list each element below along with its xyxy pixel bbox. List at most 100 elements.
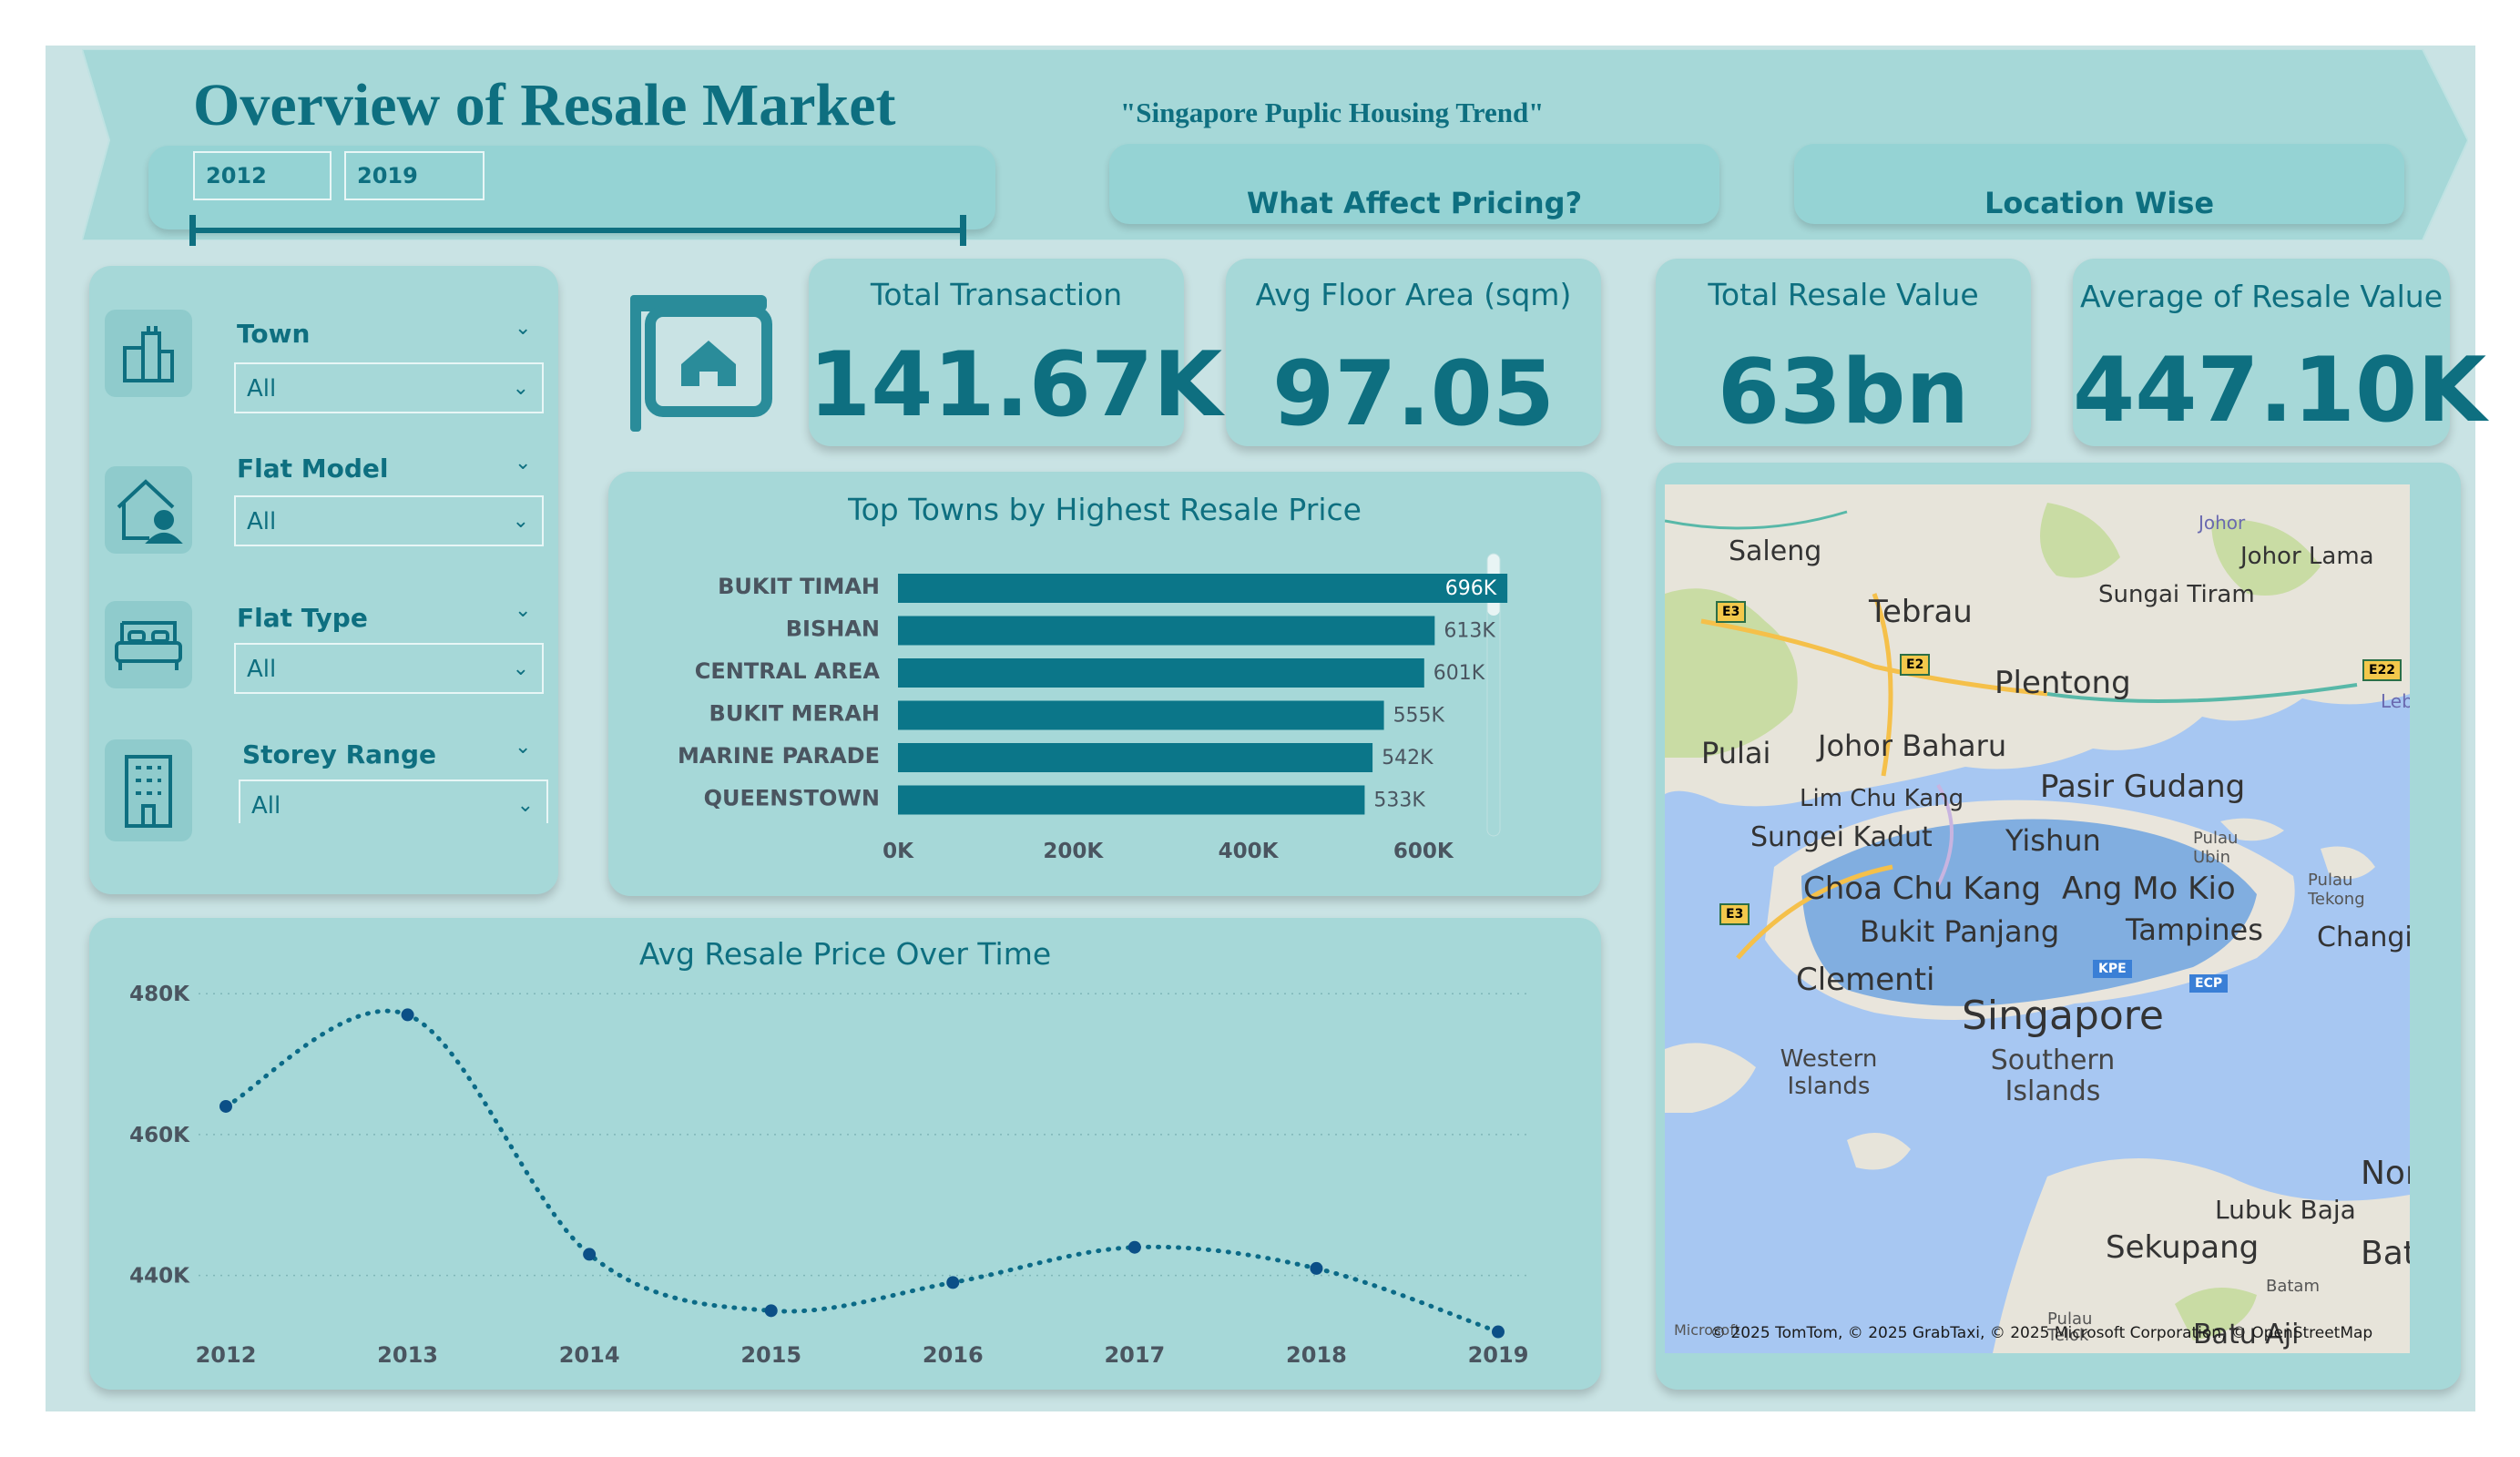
road-shield: ECP: [2189, 974, 2229, 993]
town-select[interactable]: All ⌄: [234, 362, 544, 413]
bar-category-label: QUEENSTOWN: [704, 786, 880, 811]
y-tick-label: 460K: [129, 1124, 190, 1147]
bar-chart-plot: BUKIT TIMAH 696K BISHAN 613K CENTRAL AREA 601…: [678, 553, 1508, 863]
road-shield: E3: [1719, 903, 1750, 925]
map-label: Batu Aji: [2193, 1319, 2300, 1350]
bar[interactable]: [898, 616, 1435, 646]
kpi-label: Avg Floor Area (sqm): [1255, 277, 1572, 312]
page-subtitle: "Singapore Puplic Housing Trend": [1120, 97, 1545, 128]
map-label: Ang Mo Kio: [2062, 871, 2236, 907]
kpi-label: Total Resale Value: [1708, 277, 1979, 312]
buildings-icon: [105, 310, 192, 397]
map-label: Tebrau: [1869, 594, 1973, 630]
data-point[interactable]: [1492, 1325, 1505, 1339]
year-slider-track[interactable]: [193, 228, 964, 233]
bar-category-label: BUKIT TIMAH: [718, 574, 880, 599]
bed-icon: [105, 601, 192, 688]
chevron-down-icon: ⌄: [512, 510, 529, 533]
what-affect-pricing-button[interactable]: What Affect Pricing?: [1109, 144, 1719, 224]
data-point[interactable]: [583, 1248, 597, 1261]
bar[interactable]: [898, 700, 1384, 730]
map-label: Lim Chu Kang: [1800, 785, 1964, 812]
singapore-map[interactable]: Saleng Johor Johor Lama Sungai Tiram Teb…: [1665, 484, 2410, 1353]
map-label: Batam: [2266, 1277, 2321, 1296]
chevron-down-icon[interactable]: ⌄: [515, 736, 532, 759]
map-label: Johor: [2199, 512, 2246, 534]
top-towns-bar-chart: Top Towns by Highest Resale Price BUKIT …: [608, 472, 1601, 896]
map-label: Lebar: [2381, 690, 2410, 712]
bar[interactable]: [898, 785, 1365, 815]
x-tick-label: 2012: [196, 1342, 257, 1368]
x-tick-label: 2015: [740, 1342, 801, 1368]
x-tick-label: 2018: [1286, 1342, 1347, 1368]
flat-model-select-value: All: [247, 508, 277, 535]
kpi-value: 63bn: [1717, 341, 1970, 444]
kpi-label: Average of Resale Value: [2079, 279, 2443, 314]
kpi-avg-floor-area: Avg Floor Area (sqm) 97.05: [1226, 259, 1601, 446]
bar-category-label: BISHAN: [786, 616, 880, 642]
line-chart-plot: 480K 460K 440K 2012 2013 2014 2015 2016 2017 2018…: [129, 983, 1529, 1368]
map-label: Sungai Tiram: [2098, 581, 2255, 608]
dashboard-canvas: Overview of Resale Market "Singapore Pup…: [46, 46, 2487, 1411]
data-point[interactable]: [219, 1099, 232, 1113]
map-label: Batar: [2361, 1235, 2410, 1272]
house-sign-icon: [630, 295, 772, 432]
map-label: Choa Chu Kang: [1803, 871, 2042, 907]
data-point[interactable]: [1310, 1261, 1323, 1275]
bar-data-label: 613K: [1444, 620, 1495, 643]
map-label: Western Islands: [1780, 1045, 1878, 1100]
flat-type-select-value: All: [247, 656, 277, 683]
flat-type-filter-label: Flat Type: [237, 603, 368, 633]
bar[interactable]: [898, 574, 1508, 603]
map-graphic: [1665, 484, 2410, 1353]
bar[interactable]: [898, 658, 1424, 688]
chevron-down-icon: ⌄: [516, 794, 534, 817]
avg-resale-price-line-chart: Avg Resale Price Over Time 480K 460K 440K 2…: [89, 918, 1601, 1390]
chevron-down-icon[interactable]: ⌄: [515, 452, 532, 474]
x-tick-label: 200K: [1043, 840, 1104, 863]
chevron-down-icon[interactable]: ⌄: [515, 599, 532, 622]
kpi-total-transaction: Total Transaction 141.67K: [809, 259, 1222, 446]
map-label: Sekupang: [2106, 1229, 2260, 1266]
data-point[interactable]: [946, 1276, 960, 1289]
map-label: Sungei Kadut: [1750, 821, 1933, 853]
chevron-down-icon[interactable]: ⌄: [515, 317, 532, 340]
map-attribution[interactable]: © 2025 TomTom, © 2025 GrabTaxi, © 2025 M…: [1710, 1324, 2373, 1342]
data-point[interactable]: [1127, 1240, 1141, 1254]
map-label: Saleng: [1729, 535, 1822, 567]
kpi-average-resale-value: Average of Resale Value 447.10K: [2073, 259, 2487, 446]
flat-type-select[interactable]: All ⌄: [234, 643, 544, 694]
map-label: Pulau Tekong: [2308, 871, 2365, 909]
data-point[interactable]: [764, 1304, 778, 1318]
bar-category-label: CENTRAL AREA: [695, 658, 881, 684]
storey-range-select-value: All: [251, 792, 281, 820]
data-point[interactable]: [401, 1008, 414, 1022]
storey-range-select[interactable]: All ⌄: [239, 779, 548, 823]
x-tick-label: 0K: [883, 840, 914, 863]
kpi-value: 447.10K: [2073, 339, 2487, 443]
year-from-input[interactable]: 2012: [193, 151, 332, 200]
chevron-down-icon: ⌄: [512, 657, 529, 680]
slider-handle-start[interactable]: [189, 215, 196, 246]
house-user-icon: [105, 466, 192, 554]
year-to-input[interactable]: 2019: [344, 151, 485, 200]
location-wise-button[interactable]: Location Wise: [1794, 144, 2404, 224]
map-label: Pulau Ubin: [2193, 829, 2239, 867]
x-tick-label: 2019: [1468, 1342, 1529, 1368]
bar-category-label: BUKIT MERAH: [709, 701, 880, 727]
road-shield: E3: [1716, 601, 1747, 623]
y-tick-label: 480K: [129, 983, 190, 1006]
bar[interactable]: [898, 743, 1373, 772]
flat-model-select[interactable]: All ⌄: [234, 495, 544, 546]
slider-handle-end[interactable]: [960, 215, 966, 246]
x-tick-label: 2016: [923, 1342, 984, 1368]
map-label: Pasir Gudang: [2040, 769, 2246, 805]
x-tick-label: 2013: [377, 1342, 438, 1368]
road-shield: KPE: [2093, 960, 2132, 978]
page-title: Overview of Resale Market: [193, 72, 896, 138]
bar-data-label: 542K: [1382, 747, 1433, 769]
map-label: Lubuk Baja: [2215, 1195, 2356, 1225]
map-label: Changi: [2317, 922, 2410, 953]
kpi-total-resale-value: Total Resale Value 63bn: [1656, 259, 2031, 446]
bar-data-label: 696K: [1445, 577, 1497, 600]
